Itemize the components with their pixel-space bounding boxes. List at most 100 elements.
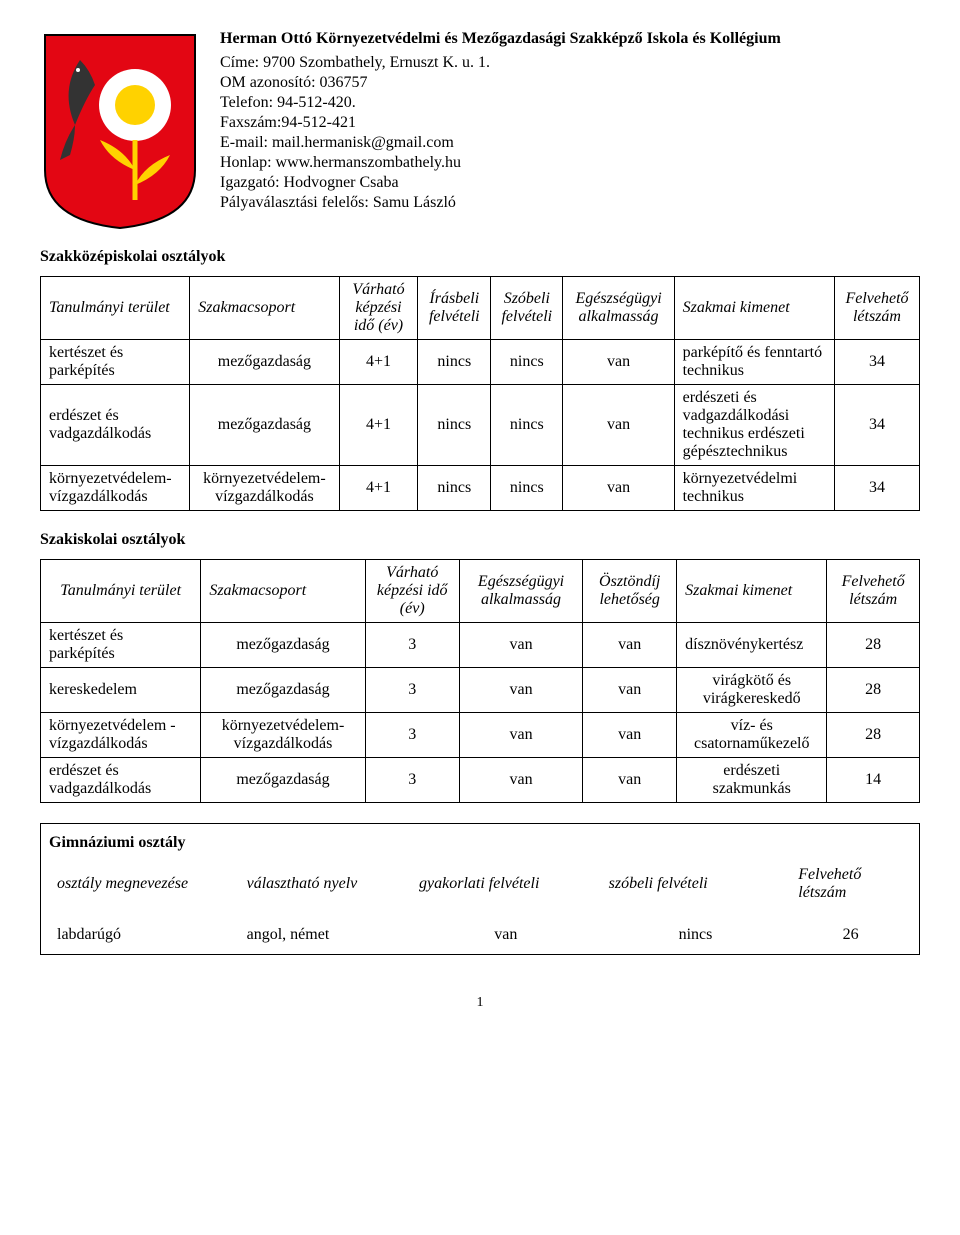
career-line: Pályaválasztási felelős: Samu László (220, 194, 920, 212)
col-header: szóbeli felvételi (601, 862, 791, 906)
section2-table: Tanulmányi terület Szakmacsoport Várható… (40, 559, 920, 803)
cell: környezetvédelem -vízgazdálkodás (41, 713, 201, 758)
cell: van (583, 713, 677, 758)
cell: 4+1 (339, 385, 418, 466)
cell: van (459, 758, 582, 803)
table-row: erdészet és vadgazdálkodás mezőgazdaság … (41, 758, 920, 803)
cell: van (563, 340, 674, 385)
col-header: Egészségügyi alkalmasság (563, 277, 674, 340)
section2-title: Szakiskolai osztályok (40, 531, 920, 549)
cell: 3 (365, 758, 459, 803)
cell: 3 (365, 623, 459, 668)
cell: mezőgazdaság (190, 385, 339, 466)
cell: mezőgazdaság (201, 668, 365, 713)
cell: kertészet és parképítés (41, 623, 201, 668)
cell: erdészet és vadgazdálkodás (41, 758, 201, 803)
col-header: Ösztöndíj lehetőség (583, 560, 677, 623)
cell: nincs (491, 466, 563, 511)
cell: nincs (418, 466, 491, 511)
page-number: 1 (40, 995, 920, 1011)
cell: környezetvédelmi technikus (674, 466, 834, 511)
cell: dísznövénykertész (677, 623, 827, 668)
cell: környezetvédelem- vízgazdálkodás (201, 713, 365, 758)
cell: van (459, 668, 582, 713)
table-row: erdészet és vadgazdálkodás mezőgazdaság … (41, 385, 920, 466)
document-header: Herman Ottó Környezetvédelmi és Mezőgazd… (40, 30, 920, 230)
col-header: Felvehető létszám (827, 560, 920, 623)
cell: 34 (834, 466, 919, 511)
cell: virágkötő és virágkereskedő (677, 668, 827, 713)
cell: van (563, 385, 674, 466)
section3-title: Gimnáziumi osztály (49, 834, 911, 852)
school-logo (40, 30, 200, 230)
cell: 28 (827, 623, 920, 668)
col-header: Felvehető létszám (834, 277, 919, 340)
table-row: környezetvédelem -vízgazdálkodás környez… (41, 713, 920, 758)
cell: 26 (790, 922, 911, 948)
table-header-row: Tanulmányi terület Szakmacsoport Várható… (41, 560, 920, 623)
col-header: Tanulmányi terület (41, 277, 190, 340)
table-row: kertészet és parképítés mezőgazdaság 3 v… (41, 623, 920, 668)
cell: környezetvédelem- vízgazdálkodás (41, 466, 190, 511)
cell: labdarúgó (49, 922, 239, 948)
col-header: Felvehető létszám (790, 862, 911, 906)
cell: erdészet és vadgazdálkodás (41, 385, 190, 466)
cell: kertészet és parképítés (41, 340, 190, 385)
col-header: Tanulmányi terület (41, 560, 201, 623)
cell: van (459, 623, 582, 668)
col-header: Szakmacsoport (190, 277, 339, 340)
cell: van (583, 623, 677, 668)
col-header: gyakorlati felvételi (411, 862, 601, 906)
col-header: Várható képzési idő (év) (339, 277, 418, 340)
section1-title: Szakközépiskolai osztályok (40, 248, 920, 266)
cell: kereskedelem (41, 668, 201, 713)
cell: nincs (491, 340, 563, 385)
table-row: környezetvédelem- vízgazdálkodás környez… (41, 466, 920, 511)
cell: angol, német (239, 922, 411, 948)
school-name: Herman Ottó Környezetvédelmi és Mezőgazd… (220, 30, 920, 48)
cell: víz- és csatornaműkezelő (677, 713, 827, 758)
col-header: osztály megnevezése (49, 862, 239, 906)
om-line: OM azonosító: 036757 (220, 74, 920, 92)
cell: környezetvédelem- vízgazdálkodás (190, 466, 339, 511)
table-row: labdarúgó angol, német van nincs 26 (49, 922, 911, 948)
section1-table: Tanulmányi terület Szakmacsoport Várható… (40, 276, 920, 511)
web-line: Honlap: www.hermanszombathely.hu (220, 154, 920, 172)
cell: van (583, 758, 677, 803)
col-header: Szóbeli felvételi (491, 277, 563, 340)
cell: 3 (365, 668, 459, 713)
cell: van (411, 922, 601, 948)
address-line: Címe: 9700 Szombathely, Ernuszt K. u. 1. (220, 54, 920, 72)
table-row: kereskedelem mezőgazdaság 3 van van virá… (41, 668, 920, 713)
cell: van (563, 466, 674, 511)
col-header: Várható képzési idő (év) (365, 560, 459, 623)
cell: 28 (827, 668, 920, 713)
section3-table: osztály megnevezése választható nyelv gy… (49, 862, 911, 948)
cell: 28 (827, 713, 920, 758)
col-header: választható nyelv (239, 862, 411, 906)
table-header-row: osztály megnevezése választható nyelv gy… (49, 862, 911, 906)
cell: van (459, 713, 582, 758)
table-row: kertészet és parképítés mezőgazdaság 4+1… (41, 340, 920, 385)
table-header-row: Tanulmányi terület Szakmacsoport Várható… (41, 277, 920, 340)
col-header: Szakmai kimenet (677, 560, 827, 623)
header-text-block: Herman Ottó Környezetvédelmi és Mezőgazd… (220, 30, 920, 230)
cell: van (583, 668, 677, 713)
cell: erdészeti szakmunkás (677, 758, 827, 803)
col-header: Egészségügyi alkalmasság (459, 560, 582, 623)
cell: 34 (834, 385, 919, 466)
cell: 4+1 (339, 340, 418, 385)
cell: parképítő és fenntartó technikus (674, 340, 834, 385)
col-header: Írásbeli felvételi (418, 277, 491, 340)
col-header: Szakmacsoport (201, 560, 365, 623)
phone-line: Telefon: 94-512-420. (220, 94, 920, 112)
cell: nincs (601, 922, 791, 948)
cell: nincs (491, 385, 563, 466)
fax-line: Faxszám:94-512-421 (220, 114, 920, 132)
cell: 4+1 (339, 466, 418, 511)
cell: 34 (834, 340, 919, 385)
cell: 14 (827, 758, 920, 803)
email-line: E-mail: mail.hermanisk@gmail.com (220, 134, 920, 152)
cell: erdészeti és vadgazdálkodási technikus e… (674, 385, 834, 466)
cell: 3 (365, 713, 459, 758)
